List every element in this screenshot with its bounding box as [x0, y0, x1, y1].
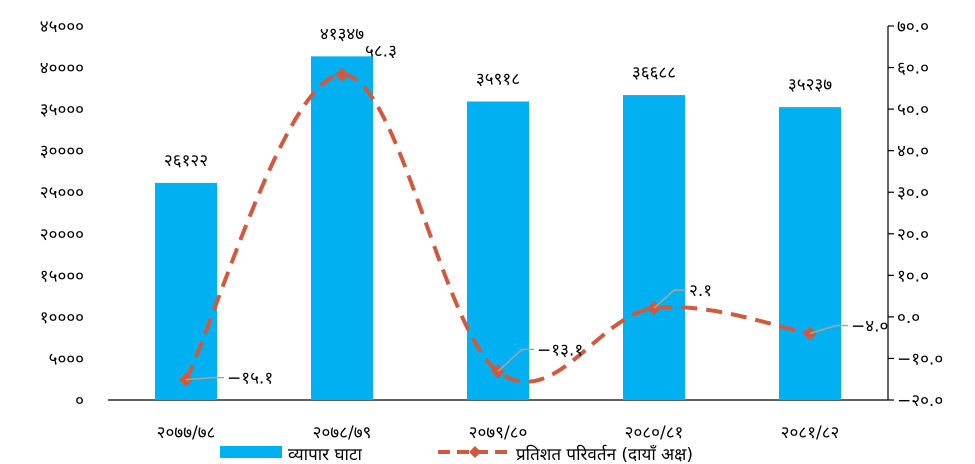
- category-label: २०८१/८२: [781, 423, 840, 443]
- right-tick-label: −२०.०: [897, 391, 943, 411]
- line-data-label: ५८.३: [365, 42, 397, 62]
- bar-data-label: ४१३४७: [320, 24, 364, 44]
- category-labels: २०७७/७८ २०७८/७९ २०७९/८० २०८०/८१ २०८१/८२: [157, 423, 840, 443]
- left-tick-label: ०: [75, 391, 84, 411]
- right-axis-ticks: −२०.० −१०.० ०.० १०.० २०.० ३०.० ४०.० ५०.० ६०.० ७०.…: [888, 17, 943, 411]
- left-tick-label: ४००००: [40, 59, 84, 79]
- bar: [311, 56, 373, 401]
- category-label: २०७९/८०: [469, 423, 528, 443]
- legend-swatch-marker: [469, 446, 481, 458]
- leader-line: [185, 376, 224, 381]
- line-data-label: −१३.१: [537, 340, 583, 360]
- left-tick-label: ३००००: [40, 142, 84, 162]
- left-axis-ticks: ० ५००० १०००० १५००० २०००० २५००० ३०००० ३५००० ४००००…: [40, 17, 84, 411]
- left-tick-label: ३५०००: [40, 100, 84, 120]
- line-data-labels: −१५.१ ५८.३ −१३.१ २.१ −४.०: [185, 42, 888, 389]
- right-tick-label: १०.०: [897, 266, 929, 286]
- category-label: २०८०/८१: [625, 423, 684, 443]
- legend-swatch-bar: [220, 446, 282, 458]
- category-label: २०७८/७९: [313, 423, 372, 443]
- right-tick-label: −१०.०: [897, 349, 943, 369]
- bar: [623, 95, 685, 400]
- bar-data-label: ३५९१८: [476, 69, 520, 89]
- line-point: [335, 67, 349, 82]
- left-tick-label: १५०००: [40, 266, 84, 286]
- left-tick-label: २००००: [40, 225, 84, 245]
- right-tick-label: ०.०: [897, 308, 920, 328]
- left-tick-label: २५०००: [40, 183, 84, 203]
- bar: [467, 101, 529, 401]
- legend-label-line: प्रतिशत परिवर्तन (दायाँ अक्ष): [516, 444, 693, 464]
- line-data-label: −४.०: [851, 317, 888, 337]
- bar-data-label: ३५२३७: [788, 75, 832, 95]
- left-tick-label: ५०००: [49, 349, 84, 369]
- bar: [779, 107, 841, 400]
- right-tick-label: ५०.०: [897, 100, 929, 120]
- bars: [155, 56, 841, 401]
- line-path: [184, 72, 811, 384]
- category-label: २०७७/७८: [157, 423, 216, 443]
- right-tick-label: २०.०: [897, 225, 929, 245]
- right-tick-label: ६०.०: [897, 59, 929, 79]
- line-data-label: −१५.१: [227, 369, 273, 389]
- bar: [155, 182, 217, 400]
- right-tick-label: ३०.०: [897, 183, 929, 203]
- left-tick-label: ४५०००: [40, 17, 84, 37]
- left-tick-label: १००००: [40, 308, 84, 328]
- right-tick-label: ७०.०: [897, 17, 929, 37]
- bar-data-labels: २६१२२ ४१३४७ ३५९१८ ३६६८८ ३५२३७: [164, 24, 832, 171]
- leader-line: [653, 289, 686, 309]
- legend-label-bar: व्यापार घाटा: [288, 445, 363, 464]
- bar-data-label: ३६६८८: [632, 63, 676, 83]
- line-data-label: २.१: [689, 281, 712, 301]
- leader-line: [809, 324, 848, 335]
- bar-data-label: २६१२२: [164, 151, 208, 171]
- legend: व्यापार घाटा प्रतिशत परिवर्तन (दायाँ अक्…: [220, 444, 693, 464]
- leader-line: [497, 348, 534, 372]
- right-tick-label: ४०.०: [897, 142, 929, 162]
